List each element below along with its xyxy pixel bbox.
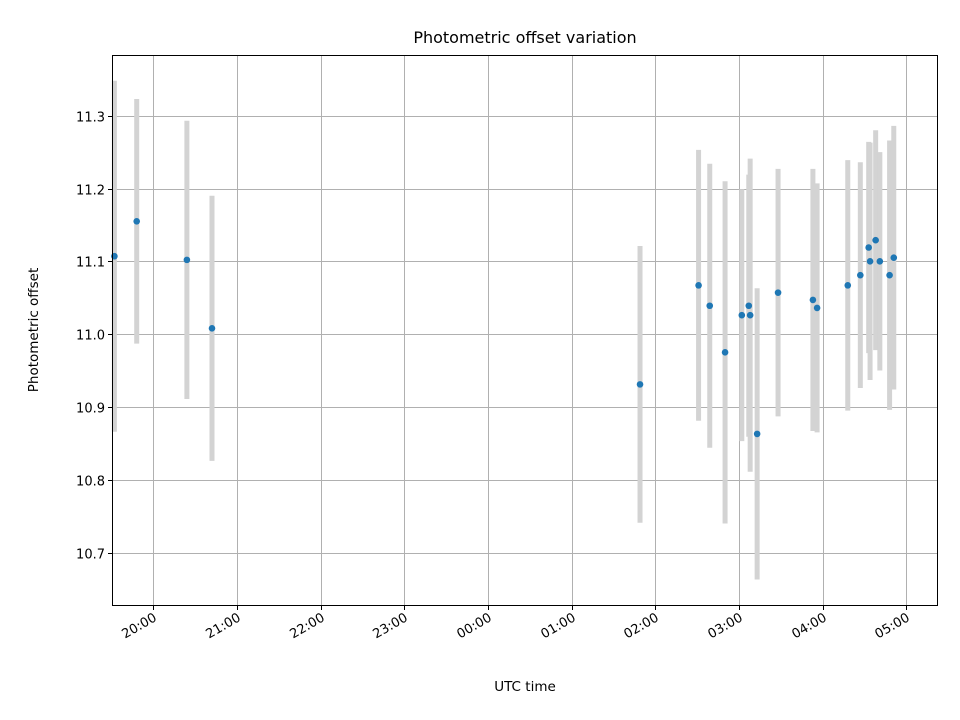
- data-point: [872, 236, 879, 244]
- y-tick-label: 10.7: [76, 548, 105, 563]
- y-tick-label: 11.3: [76, 111, 105, 126]
- data-point: [183, 256, 191, 264]
- data-point: [695, 282, 702, 289]
- data-point: [721, 349, 729, 356]
- y-tick-label: 11.0: [76, 329, 105, 344]
- y-tick-label: 10.8: [76, 475, 105, 490]
- data-point: [753, 430, 761, 438]
- data-point: [865, 244, 872, 251]
- data-point: [844, 282, 852, 289]
- y-axis-ticks: 10.7 10.8 10.9 11.0 11.1 11.2 11.3: [76, 111, 113, 563]
- y-tick-label: 11.1: [76, 256, 105, 271]
- data-point: [745, 302, 753, 310]
- data-point: [738, 311, 746, 319]
- plot-frame: [112, 55, 938, 606]
- data-point: [133, 217, 141, 225]
- y-tick-label: 11.2: [76, 184, 105, 199]
- data-point: [706, 302, 714, 310]
- data-point: [809, 296, 817, 304]
- y-tick-label: 10.9: [76, 402, 105, 417]
- data-point: [813, 304, 821, 312]
- data-point: [636, 381, 644, 388]
- data-point: [774, 289, 782, 296]
- data-point: [208, 325, 216, 332]
- x-axis-label: UTC time: [494, 679, 556, 695]
- data-point: [857, 271, 864, 279]
- data-point: [876, 258, 884, 265]
- data-point: [746, 311, 754, 319]
- data-point: [886, 271, 893, 279]
- y-axis-label: Photometric offset: [26, 268, 42, 392]
- chart-title: Photometric offset variation: [413, 28, 636, 47]
- data-point: [890, 254, 898, 261]
- grid-layer: [113, 56, 937, 605]
- data-point: [866, 258, 874, 265]
- point-layer: [111, 217, 898, 438]
